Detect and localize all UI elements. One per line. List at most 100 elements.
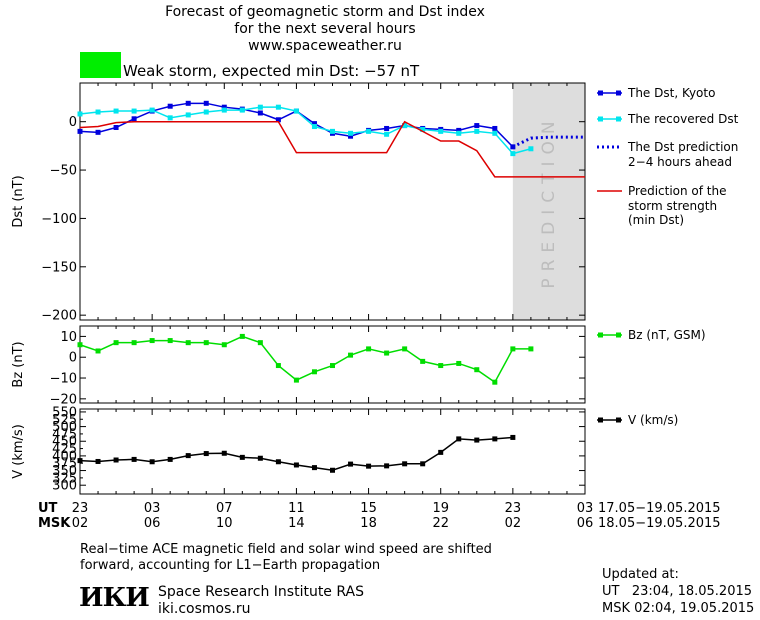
- institute-name: Space Research Institute RAS: [158, 584, 364, 600]
- series-line: [79, 120, 585, 178]
- data-point: [384, 350, 390, 356]
- site-url[interactable]: www.spaceweather.ru: [248, 38, 402, 54]
- y-axis-label-v: V (km/s): [11, 424, 26, 479]
- msk-tick-label: 06: [577, 516, 594, 531]
- data-point: [330, 467, 335, 473]
- data-point: [293, 462, 299, 468]
- data-point: [474, 437, 480, 443]
- data-point: [384, 125, 390, 131]
- data-point: [438, 449, 444, 455]
- legend-marker: [616, 90, 621, 96]
- data-point: [293, 377, 299, 383]
- y-tick-label: 350: [52, 464, 77, 479]
- data-point: [167, 115, 173, 121]
- data-point: [311, 465, 317, 471]
- y-tick-label: 375: [52, 457, 77, 472]
- updated-msk: MSK 02:04, 19.05.2015: [602, 601, 755, 616]
- data-point: [420, 358, 426, 364]
- ut-tick-label: 11: [288, 501, 305, 516]
- data-point: [167, 338, 173, 344]
- footer-note-line1: Real−time ACE magnetic field and solar w…: [80, 542, 492, 557]
- y-tick-label: 400: [52, 449, 77, 464]
- data-point: [275, 117, 281, 123]
- data-point: [492, 125, 498, 131]
- data-point: [366, 128, 372, 134]
- data-point: [203, 451, 209, 457]
- data-point: [330, 363, 335, 369]
- legend-label: (min Dst): [628, 213, 684, 227]
- ut-tick-label: 07: [216, 501, 233, 516]
- data-point: [257, 455, 263, 461]
- data-point: [474, 123, 480, 129]
- data-point: [203, 100, 209, 106]
- ut-tick-label: 03: [144, 501, 161, 516]
- y-tick-label: 525: [52, 413, 77, 428]
- data-point: [510, 151, 516, 157]
- legend-marker: [616, 417, 621, 423]
- ut-tick-label: 23: [505, 501, 522, 516]
- data-point: [149, 338, 155, 344]
- legend-label: The recovered Dst: [627, 112, 739, 126]
- data-point: [221, 450, 227, 456]
- y-tick-label: 550: [52, 405, 77, 420]
- data-point: [149, 107, 155, 113]
- data-point: [330, 128, 335, 134]
- data-point: [384, 131, 390, 137]
- legend-label: Prediction of the: [628, 184, 727, 198]
- data-point: [366, 346, 372, 352]
- y-tick-label: 425: [52, 442, 77, 457]
- y-tick-label: 325: [52, 471, 77, 486]
- data-point: [456, 127, 462, 133]
- y-tick-label: −10: [50, 372, 77, 387]
- ut-tick-label: 03: [577, 501, 594, 516]
- data-point: [402, 461, 408, 467]
- msk-tick-label: 18: [360, 516, 377, 531]
- data-point: [510, 434, 516, 440]
- data-point: [492, 130, 498, 136]
- legend-marker: [598, 332, 603, 338]
- data-point: [275, 104, 281, 110]
- legend-marker: [598, 116, 603, 122]
- storm-status-badge: [80, 52, 121, 78]
- data-point: [185, 453, 191, 459]
- data-point: [257, 104, 263, 110]
- data-point: [257, 340, 263, 346]
- series-line: [79, 335, 531, 384]
- legend-marker: [616, 116, 621, 122]
- data-point: [95, 129, 101, 135]
- data-point: [366, 463, 372, 469]
- data-point: [384, 463, 390, 469]
- data-point: [131, 456, 137, 462]
- ut-date-range: 17.05−19.05.2015: [598, 501, 721, 516]
- msk-tick-label: 14: [288, 516, 305, 531]
- data-point: [456, 436, 462, 442]
- msk-tick-label: 02: [72, 516, 89, 531]
- data-point: [167, 456, 173, 462]
- data-point: [528, 146, 534, 152]
- data-point: [77, 458, 83, 464]
- msk-tick-label: 10: [216, 516, 233, 531]
- data-point: [239, 333, 245, 339]
- y-tick-label: 475: [52, 427, 77, 442]
- data-point: [131, 116, 137, 122]
- legend-marker: [616, 332, 621, 338]
- data-point: [510, 346, 516, 352]
- data-point: [474, 367, 480, 373]
- ut-tick-label: 19: [432, 501, 449, 516]
- data-point: [348, 133, 354, 139]
- data-point: [149, 459, 155, 465]
- data-point: [311, 124, 317, 130]
- legend-marker: [598, 90, 603, 96]
- legend-label: storm strength: [628, 199, 717, 213]
- institute-url[interactable]: iki.cosmos.ru: [158, 601, 251, 617]
- data-point: [239, 454, 245, 460]
- data-point: [348, 461, 354, 467]
- msk-axis-label: MSK: [38, 516, 71, 531]
- data-point: [474, 128, 480, 134]
- data-point: [113, 340, 119, 346]
- ut-tick-label: 23: [72, 501, 89, 516]
- y-tick-label: 300: [52, 479, 77, 494]
- msk-date-range: 18.05−19.05.2015: [598, 516, 721, 531]
- data-point: [257, 110, 263, 116]
